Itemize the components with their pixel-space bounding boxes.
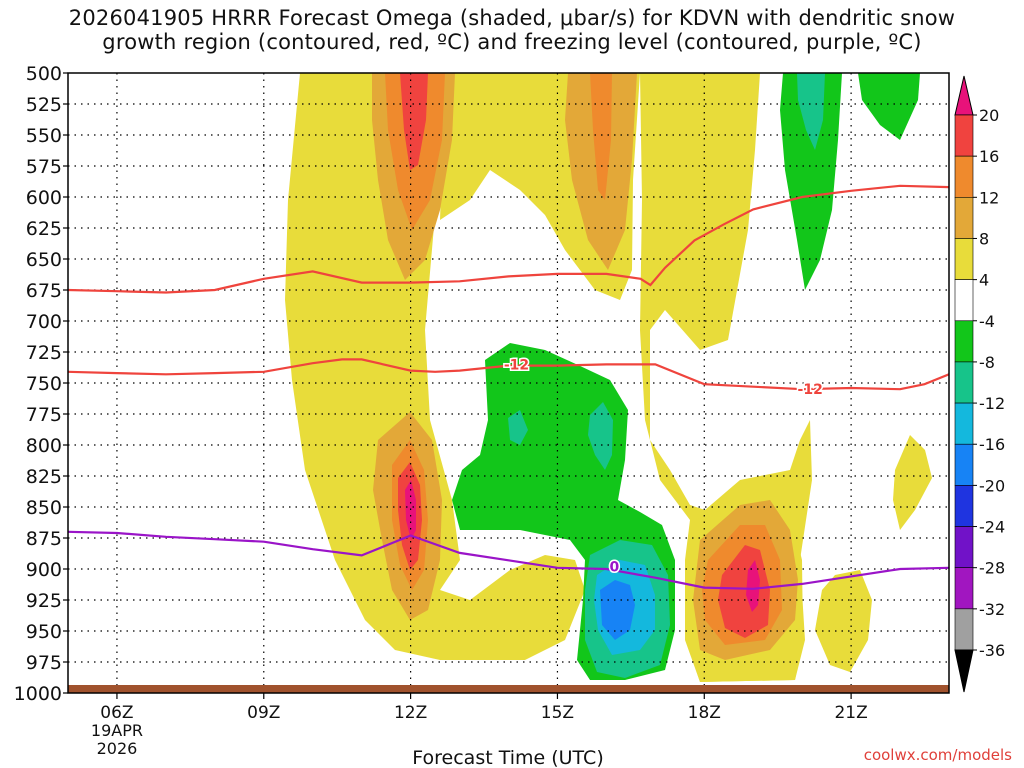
y-tick-label: 950 [26,621,62,643]
x-axis-label: Forecast Time (UTC) [412,747,603,768]
colorbar-label: 20 [979,106,999,125]
y-tick-label: 575 [26,156,62,178]
x-date-label: 2026 [97,739,138,758]
colorbar-label: 12 [979,188,999,207]
omega-shade-green-top [780,73,842,290]
ground-surface [68,685,949,693]
y-tick-label: 550 [26,125,62,147]
colorbar-label: -16 [979,435,1005,454]
y-tick-label: 800 [26,435,62,457]
x-tick-label: 09Z [247,703,280,723]
y-axis: 500 525 550 575 600 625 650 675 700 725 750 775 800 8… [14,63,68,705]
colorbar-label: -8 [979,353,995,372]
colorbar-label: -32 [979,600,1005,619]
omega-shade-red-top [400,73,428,170]
y-tick-label: 975 [26,652,62,674]
colorbar-label: -12 [979,394,1005,413]
omega-shade-teal-mid [588,402,613,470]
omega-shade-yellow-small-2 [893,435,932,530]
contour-line [68,184,949,294]
colorbar-band [954,526,974,568]
y-tick-label: 600 [26,187,62,209]
y-tick-label: 825 [26,466,62,488]
title-line-2: growth region (contoured, red, ºC) and f… [102,30,922,54]
colorbar-label: 8 [979,229,989,248]
credit-text: coolwx.com/models [863,746,1012,764]
colorbar-band [954,443,974,486]
omega-shading [285,73,932,682]
title-line-1: 2026041905 HRRR Forecast Omega (shaded, … [68,6,956,30]
contour-label: -12 [504,357,529,373]
y-tick-label: 650 [26,249,62,271]
omega-shade-orange-top-d [590,73,612,200]
colorbar-band [954,114,974,157]
y-tick-label: 525 [26,94,62,116]
y-tick-label: 500 [26,63,62,85]
colorbar-label: -36 [979,641,1005,660]
y-tick-label: 875 [26,528,62,550]
omega-shade-yellow-small-1 [815,570,872,672]
contour-lines: -12 -12 0 [68,184,949,590]
contour-line [68,358,949,391]
x-tick-label: 06Z [100,703,133,723]
colorbar-label: 4 [979,271,989,290]
colorbar-label: -4 [979,312,995,331]
y-tick-label: 750 [26,373,62,395]
contour-label: 0 [610,560,620,576]
y-tick-label: 925 [26,590,62,612]
omega-shade-teal-top [797,73,825,150]
colorbar-label: 16 [979,147,999,166]
colorbar: 20 16 12 8 4 -4 -8 -12 -16 -20 -24 -28 -32 -36 [954,75,1005,693]
y-tick-label: 775 [26,404,62,426]
x-tick-label: 15Z [541,703,574,723]
x-tick-label: 21Z [834,703,867,723]
x-tick-label: 18Z [688,703,721,723]
colorbar-band [954,279,974,322]
chart-title: 2026041905 HRRR Forecast Omega (shaded, … [0,6,1024,54]
colorbar-band [954,402,974,445]
y-tick-label: 675 [26,280,62,302]
colorbar-label: -24 [979,518,1005,537]
x-tick-label: 12Z [394,703,427,723]
colorbar-band [954,320,974,363]
colorbar-top-arrow [954,75,974,116]
colorbar-band [954,567,974,610]
colorbar-band [954,608,974,651]
contour-label: -12 [798,382,823,398]
y-tick-label: 1000 [14,683,62,705]
omega-shade-yellow-left [285,73,585,660]
y-tick-label: 625 [26,218,62,240]
colorbar-band [954,238,974,280]
y-tick-label: 725 [26,342,62,364]
colorbar-label: -20 [979,476,1005,495]
y-tick-label: 850 [26,497,62,519]
colorbar-band [954,155,974,198]
omega-shade-blue-low [600,580,635,640]
contour-line [68,530,949,590]
colorbar-label: -28 [979,559,1005,578]
y-tick-label: 700 [26,311,62,333]
x-date-label: 19APR [91,721,143,740]
omega-shade-magenta-low [746,560,760,612]
colorbar-bottom-arrow [954,649,974,693]
colorbar-band [954,361,974,404]
omega-shade-green-topright [858,73,920,140]
colorbar-band [954,197,974,239]
colorbar-band [954,485,974,527]
y-tick-label: 900 [26,559,62,581]
omega-shade-green-small [508,410,528,445]
